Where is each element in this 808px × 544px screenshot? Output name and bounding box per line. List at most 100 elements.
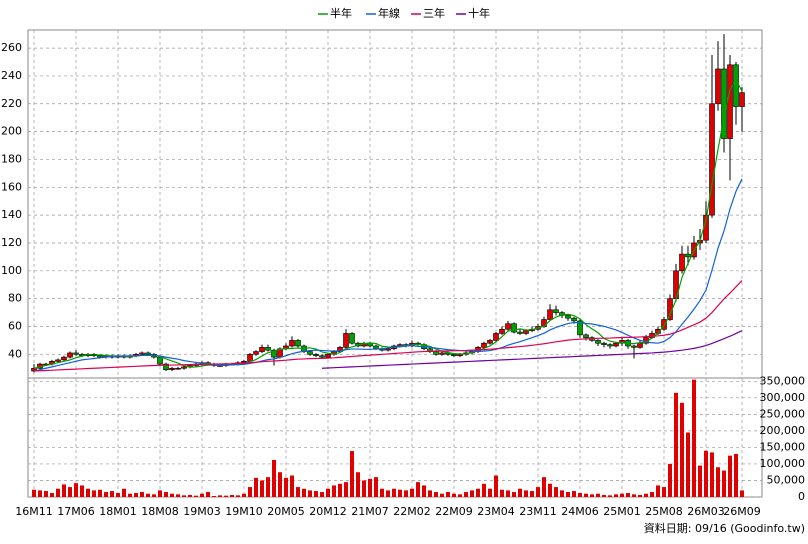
volume-bar: [422, 485, 426, 497]
y-tick-label: 220: [1, 97, 22, 110]
y-tick-label: 80: [8, 292, 22, 305]
volume-bar: [602, 495, 606, 497]
volume-bar: [230, 495, 234, 497]
volume-bar: [110, 491, 114, 497]
volume-tick-label: 250,000: [760, 407, 806, 420]
candle-body: [433, 351, 439, 355]
volume-bar: [470, 490, 474, 497]
volume-bar: [620, 493, 624, 497]
x-tick-label: 17M06: [57, 505, 95, 518]
volume-bar: [608, 495, 612, 497]
candle-body: [601, 342, 607, 345]
y-tick-label: 60: [8, 319, 22, 332]
volume-bar: [626, 493, 630, 497]
candle-body: [685, 253, 691, 258]
candle-body: [265, 347, 271, 351]
candle-body: [499, 328, 505, 334]
candle-body: [337, 347, 343, 352]
candle-body: [619, 340, 625, 344]
volume-bar: [734, 454, 738, 497]
volume-bar: [482, 483, 486, 497]
volume-bar: [266, 477, 270, 497]
y-tick-label: 260: [1, 41, 22, 54]
x-tick-label: 23M04: [477, 505, 515, 518]
candle-body: [145, 352, 151, 355]
candle-body: [631, 345, 637, 348]
volume-bar: [680, 402, 684, 497]
volume-bar: [668, 463, 672, 497]
volume-bar: [92, 490, 96, 497]
candle-body: [709, 103, 715, 216]
candle-body: [169, 367, 175, 370]
candle-body: [253, 351, 259, 355]
y-tick-label: 200: [1, 125, 22, 138]
x-tick-label: 22M09: [435, 505, 473, 518]
volume-bar: [368, 478, 372, 497]
volume-bar: [698, 465, 702, 497]
volume-bar: [740, 490, 744, 497]
candle-body: [661, 319, 667, 330]
volume-bar: [326, 488, 330, 497]
volume-bar: [194, 495, 198, 497]
candle-body: [385, 348, 391, 351]
volume-tick-label: 100,000: [760, 457, 806, 470]
volume-bar: [458, 494, 462, 497]
volume-bar: [236, 495, 240, 497]
candle-body: [571, 317, 577, 322]
volume-bar: [656, 485, 660, 497]
volume-bar: [50, 493, 54, 497]
volume-bar: [320, 492, 324, 497]
y-tick-label: 160: [1, 180, 22, 193]
volume-bar: [224, 495, 228, 497]
x-tick-label: 25M08: [645, 505, 683, 518]
y-tick-label: 140: [1, 208, 22, 221]
x-tick-label: 16M11: [15, 505, 53, 518]
ma-line: [321, 330, 743, 369]
volume-bar: [554, 487, 558, 497]
volume-bar: [128, 493, 132, 497]
volume-bar: [86, 488, 90, 497]
volume-bar: [722, 470, 726, 497]
volume-bar: [38, 490, 42, 497]
volume-bar: [152, 494, 156, 497]
volume-bar: [176, 494, 180, 497]
candle-body: [517, 331, 523, 334]
volume-bar: [44, 491, 48, 497]
volume-bar: [440, 493, 444, 497]
volume-bar: [488, 488, 492, 497]
candle-body: [679, 253, 685, 272]
volume-bar: [404, 490, 408, 497]
x-tick-label: 24M06: [561, 505, 599, 518]
volume-bar: [212, 496, 216, 497]
volume-bar: [524, 490, 528, 497]
candle-body: [247, 354, 253, 362]
volume-bar: [170, 493, 174, 497]
volume-tick-label: 300,000: [760, 391, 806, 404]
volume-bar: [536, 487, 540, 497]
y-tick-label: 180: [1, 152, 22, 165]
candle-body: [307, 351, 313, 355]
volume-tick-label: 50,000: [767, 473, 806, 486]
candle-body: [553, 309, 559, 313]
volume-bar: [356, 472, 360, 497]
volume-bar: [674, 392, 678, 497]
candle-body: [505, 323, 511, 330]
volume-bar: [104, 492, 108, 497]
candle-body: [139, 352, 145, 355]
volume-bar: [374, 477, 378, 497]
source-note: 資料日期: 09/16 (Goodinfo.tw): [644, 521, 805, 535]
volume-bar: [710, 452, 714, 497]
x-tick-label: 25M01: [603, 505, 641, 518]
volume-bar: [134, 493, 138, 497]
plot-frame: [27, 29, 763, 498]
volume-bar: [314, 491, 318, 497]
volume-bar: [140, 492, 144, 497]
volume-bar: [572, 491, 576, 497]
candle-body: [157, 356, 163, 365]
volume-bar: [644, 493, 648, 497]
candle-body: [349, 333, 355, 344]
volume-bar: [548, 483, 552, 497]
volume-bar: [74, 483, 78, 497]
volume-tick-label: 0: [798, 490, 805, 503]
volume-bar: [590, 494, 594, 497]
